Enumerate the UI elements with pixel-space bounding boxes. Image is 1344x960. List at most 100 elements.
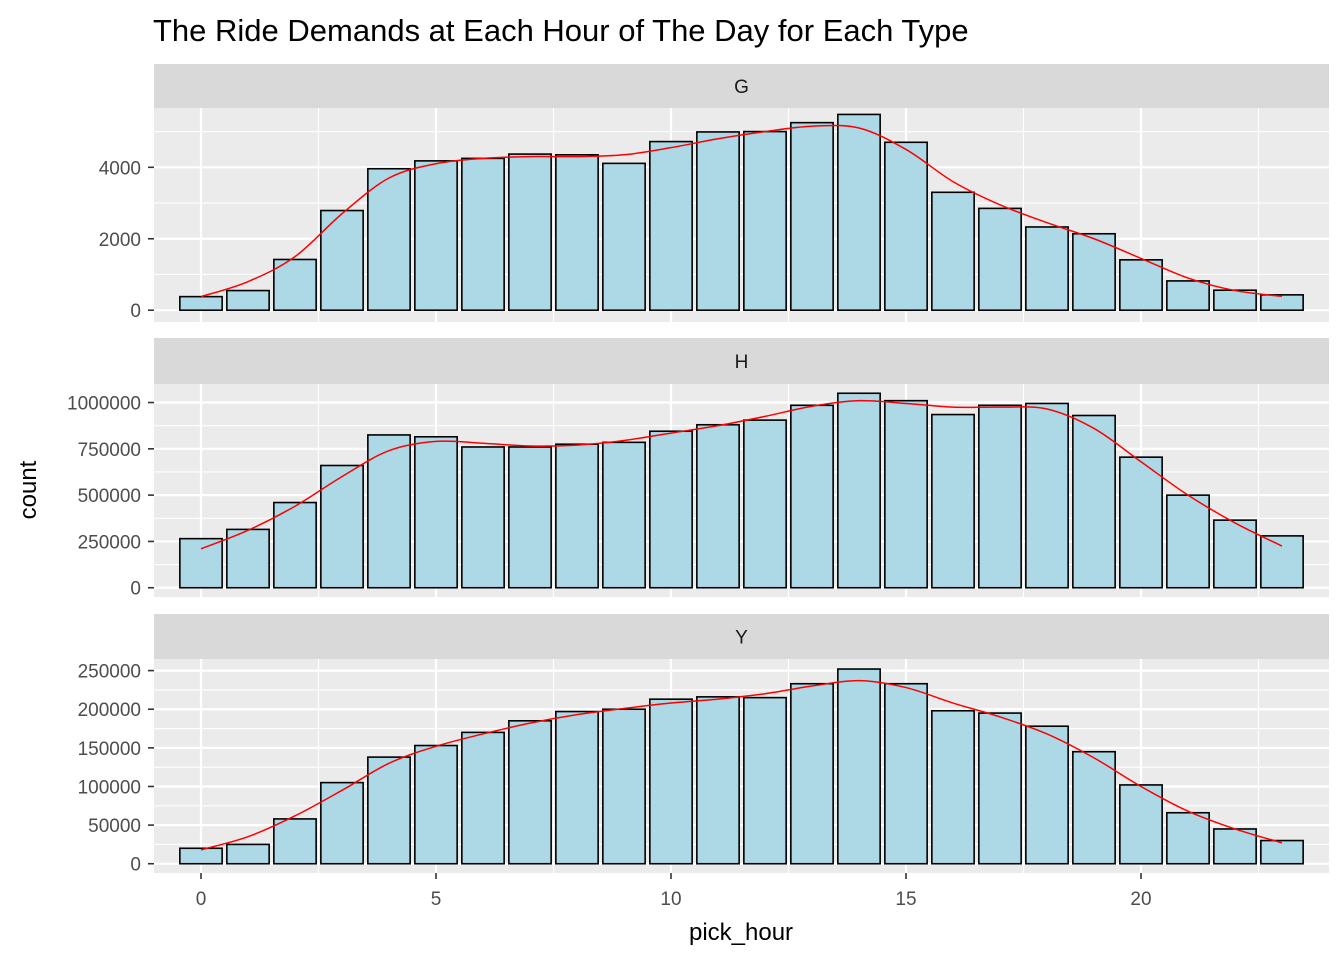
- bar: [837, 113, 881, 312]
- x-tick-label: 10: [660, 889, 681, 910]
- bar: [179, 847, 223, 865]
- bar: [508, 720, 552, 865]
- bar: [1119, 259, 1163, 312]
- bar: [837, 392, 881, 589]
- bar: [649, 430, 693, 589]
- bar: [179, 537, 223, 589]
- bar: [1213, 519, 1257, 589]
- bar: [1072, 414, 1116, 589]
- bar: [367, 167, 411, 312]
- bar: [790, 404, 834, 589]
- bar: [273, 258, 317, 312]
- bar: [884, 682, 928, 865]
- chart-title: The Ride Demands at Each Hour of The Day…: [153, 13, 969, 48]
- y-tick-label: 1000000: [67, 394, 141, 415]
- bar: [602, 441, 646, 589]
- bar: [1260, 294, 1304, 312]
- bar: [884, 399, 928, 589]
- bar: [1119, 784, 1163, 865]
- bar: [226, 289, 270, 312]
- y-tick-label: 50000: [88, 816, 141, 837]
- y-tick-label: 0: [130, 301, 141, 322]
- y-tick-label: 500000: [78, 486, 141, 507]
- bar: [1166, 811, 1210, 865]
- bar: [320, 464, 364, 589]
- y-axis-title: count: [15, 460, 42, 519]
- bar: [414, 160, 458, 312]
- x-tick-label: 20: [1130, 889, 1151, 910]
- bar: [978, 712, 1022, 865]
- bar: [273, 501, 317, 589]
- x-tick-label: 5: [431, 889, 442, 910]
- bar: [226, 843, 270, 865]
- bar: [931, 191, 975, 312]
- bar: [1025, 725, 1069, 865]
- bar: [696, 131, 740, 312]
- y-tick-label: 0: [130, 855, 141, 876]
- bar: [461, 157, 505, 312]
- y-tick-label: 0: [130, 579, 141, 600]
- facet-panel: H 0 250000 500000 750000 1000000: [67, 338, 1329, 600]
- x-tick-label: 15: [895, 889, 916, 910]
- bar: [696, 696, 740, 865]
- bar: [414, 435, 458, 589]
- facet-label: G: [734, 77, 749, 98]
- bar: [649, 698, 693, 865]
- bar: [790, 121, 834, 312]
- bar: [555, 710, 599, 865]
- bar: [649, 140, 693, 312]
- bar: [555, 154, 599, 312]
- bar: [1260, 535, 1304, 589]
- facet-panel: G 0 2000 4000: [99, 64, 1329, 322]
- bar: [602, 708, 646, 865]
- bar: [602, 162, 646, 312]
- facet-strip: [154, 64, 1329, 108]
- bar: [179, 295, 223, 312]
- facets: G 0 2000 4000 H 0 250000 500000 750000 1000000 Y 0 5…: [67, 64, 1329, 876]
- bar: [1213, 828, 1257, 865]
- bar: [790, 682, 834, 865]
- bar: [931, 709, 975, 865]
- facet-strip: [154, 338, 1329, 384]
- x-axis-title: pick_hour: [689, 919, 793, 946]
- y-tick-label: 4000: [99, 158, 141, 179]
- bar: [1072, 750, 1116, 865]
- bar: [367, 434, 411, 589]
- bar: [273, 818, 317, 865]
- bar: [837, 668, 881, 865]
- bar: [884, 141, 928, 312]
- bar: [1260, 839, 1304, 865]
- facet-label: Y: [735, 628, 748, 649]
- smooth-line: [200, 679, 1283, 851]
- y-tick-label: 250000: [78, 532, 141, 553]
- bar: [931, 413, 975, 589]
- bar: [1025, 402, 1069, 589]
- bar: [320, 209, 364, 312]
- facet-panel: Y 0 50000 100000 150000 200000 250000: [78, 614, 1329, 876]
- y-tick-label: 2000: [99, 230, 141, 251]
- y-tick-label: 100000: [78, 777, 141, 798]
- bar: [461, 446, 505, 589]
- y-tick-label: 250000: [78, 662, 141, 683]
- bar: [743, 696, 787, 865]
- y-tick-label: 750000: [78, 440, 141, 461]
- bar: [1166, 494, 1210, 589]
- facet-strip: [154, 614, 1329, 659]
- y-tick-label: 200000: [78, 700, 141, 721]
- bar: [461, 731, 505, 865]
- bar: [1025, 226, 1069, 312]
- y-tick-label: 150000: [78, 739, 141, 760]
- bar: [978, 404, 1022, 589]
- bar: [1119, 456, 1163, 589]
- bar: [743, 130, 787, 312]
- bar: [414, 744, 458, 865]
- bar: [696, 423, 740, 589]
- facet-label: H: [735, 352, 749, 373]
- bar: [508, 446, 552, 589]
- bar: [1072, 232, 1116, 312]
- bar: [226, 528, 270, 589]
- bar: [555, 443, 599, 589]
- bar: [508, 153, 552, 312]
- x-tick-label: 0: [196, 889, 207, 910]
